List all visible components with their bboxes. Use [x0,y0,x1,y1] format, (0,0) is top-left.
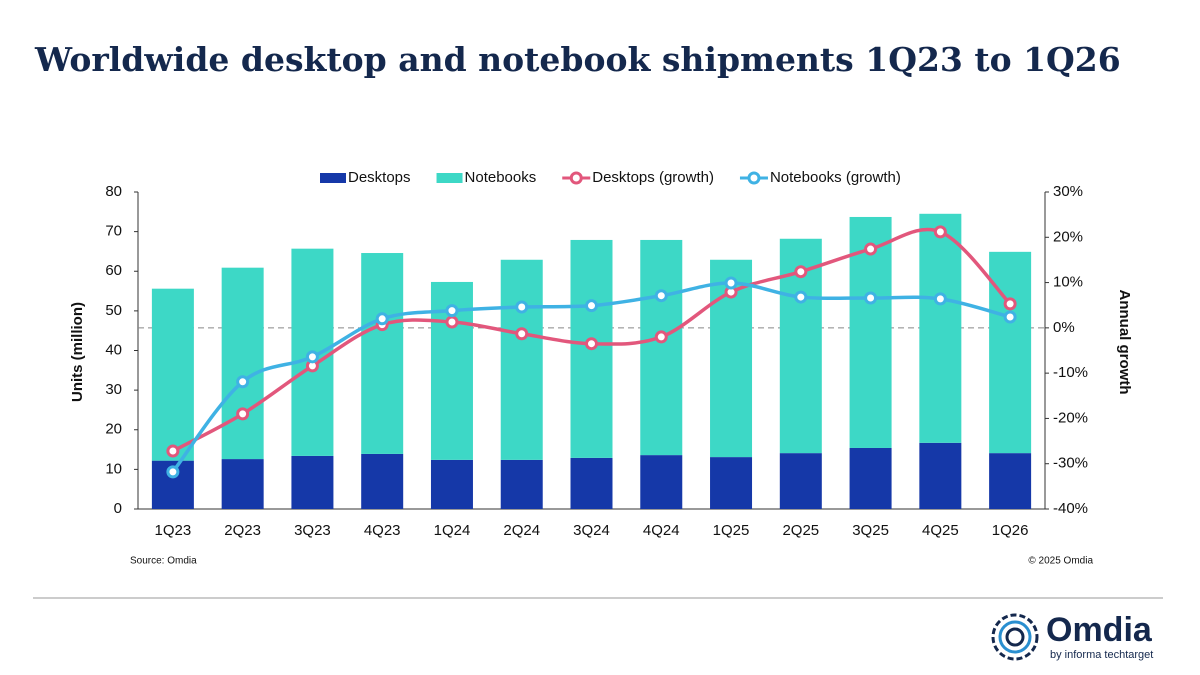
legend-label: Notebooks [465,169,537,186]
bar [779,453,822,509]
point [585,337,598,351]
point [515,300,529,314]
bar [361,453,404,509]
bar [849,447,892,509]
copyright: © 2025 Omdia [1028,556,1093,567]
x-tick-label: 4Q23 [364,522,401,539]
x-tick-label: 2Q25 [782,522,819,539]
x-tick-label: 1Q26 [992,522,1029,539]
legend-swatch [747,171,761,185]
y2-axis-title: Annual growth [1116,290,1133,395]
logo: Omdia [1046,611,1153,649]
bar [500,259,543,460]
bar [500,459,543,509]
bar [989,251,1032,454]
point [933,292,947,306]
y2-tick-label: -20% [1053,409,1088,426]
bar [221,459,264,509]
x-tick-label: 2Q23 [224,522,261,539]
bar [361,253,404,454]
bar [989,453,1032,509]
y2-tick-label: 10% [1053,274,1083,291]
legend-label: Desktops (growth) [592,169,714,186]
y2-tick-label: 30% [1053,183,1083,200]
point [654,289,668,303]
y-tick-label: 20 [105,421,122,438]
y2-tick-label: -30% [1053,455,1088,472]
point [794,265,808,279]
bar [919,213,962,443]
bar [430,459,473,509]
y2-tick-label: 0% [1053,319,1075,336]
chart-title: Worldwide desktop and notebook shipments… [34,40,1121,79]
y-axis-title: Units (million) [69,302,86,402]
y2-tick-label: -10% [1053,364,1088,381]
point [1003,310,1017,324]
legend-label: Notebooks (growth) [770,169,901,186]
x-tick-label: 1Q24 [434,522,471,539]
legend-swatch [569,171,583,185]
y-tick-label: 50 [105,302,122,319]
point [305,350,319,364]
point [654,330,668,344]
point [864,242,878,256]
x-tick-label: 3Q25 [852,522,889,539]
bar [221,267,264,460]
legend-swatch [436,173,463,183]
x-tick-label: 4Q24 [643,522,680,539]
bar [640,239,683,456]
y-tick-label: 40 [105,341,122,358]
point [375,312,389,326]
logo-tagline: by informa techtarget [1050,649,1153,661]
bar [291,455,334,509]
bar [710,457,753,509]
point [1003,297,1017,311]
y-tick-label: 10 [105,460,122,477]
logo-icon [991,613,1039,661]
y-tick-label: 60 [105,262,122,279]
y2-tick-label: 20% [1053,228,1083,245]
x-tick-label: 3Q23 [294,522,331,539]
x-tick-label: 4Q25 [922,522,959,539]
point [585,299,598,313]
point [445,315,459,329]
x-tick-label: 1Q25 [713,522,750,539]
y-tick-label: 30 [105,381,122,398]
y-tick-label: 80 [105,183,122,200]
source: Source: Omdia [130,556,197,567]
x-tick-label: 1Q23 [155,522,192,539]
y2-tick-label: -40% [1053,500,1088,517]
point [933,225,947,239]
bar [570,457,613,509]
point [166,465,180,479]
bar [919,442,962,509]
y-tick-label: 0 [114,500,122,517]
y-tick-label: 70 [105,223,122,240]
point [236,375,250,389]
point [515,327,529,341]
point [166,444,180,458]
x-tick-label: 2Q24 [503,522,540,539]
point [724,276,738,290]
bar [151,288,194,461]
legend-swatch [320,173,346,183]
point [236,407,250,421]
point [445,304,459,318]
point [864,291,878,305]
bar [640,455,683,509]
legend-label: Desktops [348,169,411,186]
x-tick-label: 3Q24 [573,522,610,539]
point [794,290,808,304]
